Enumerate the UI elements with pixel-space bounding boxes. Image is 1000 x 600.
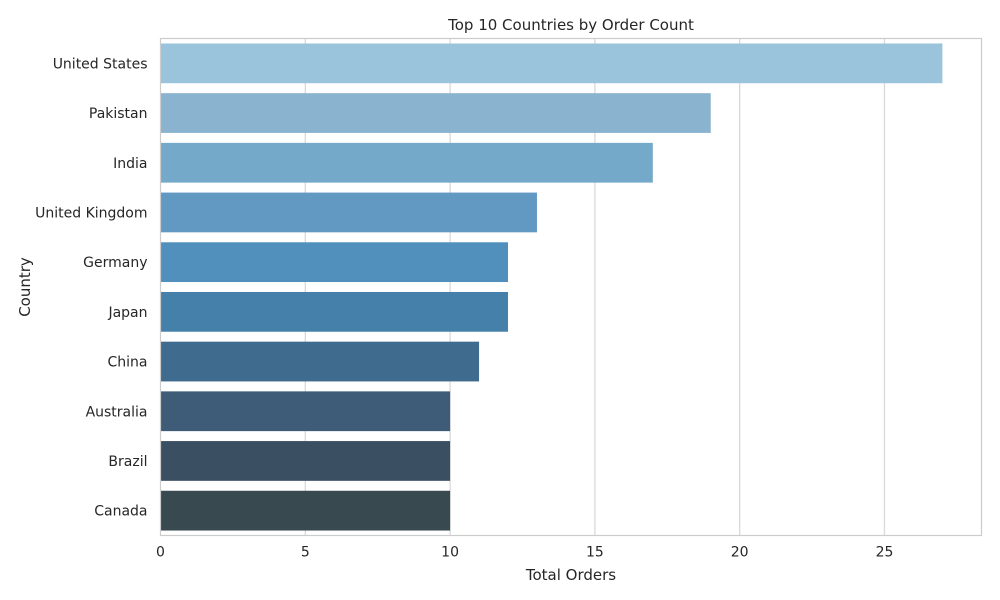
x-tick-label: 5 <box>301 545 310 561</box>
y-tick-label: Japan <box>107 305 147 321</box>
y-axis-label: Country <box>16 257 34 317</box>
y-tick-label: United Kingdom <box>35 205 147 221</box>
bar <box>160 291 509 332</box>
y-tick-label: India <box>113 156 147 172</box>
x-axis-label: Total Orders <box>525 566 616 584</box>
x-tick-label: 20 <box>731 545 749 561</box>
y-tick-label: Brazil <box>108 454 147 470</box>
x-tick-label: 25 <box>876 545 894 561</box>
chart-title: Top 10 Countries by Order Count <box>447 16 694 34</box>
x-tick-label: 10 <box>441 545 459 561</box>
bar <box>160 242 509 283</box>
bar <box>160 341 480 382</box>
y-tick-label: Pakistan <box>89 106 148 122</box>
bar <box>160 490 451 531</box>
bar <box>160 142 653 183</box>
bar <box>160 441 451 481</box>
y-tick-labels: United States Pakistan India United Kingdom… <box>35 56 147 519</box>
bar <box>160 93 711 133</box>
y-tick-label: Germany <box>83 255 147 271</box>
bar <box>160 43 943 84</box>
bars <box>160 43 943 531</box>
bar <box>160 192 537 233</box>
x-tick-label: 15 <box>586 545 604 561</box>
y-tick-label: Australia <box>86 404 148 420</box>
bar <box>160 391 451 432</box>
y-tick-label: United States <box>53 56 148 72</box>
plot-frame <box>159 37 983 537</box>
y-tick-label: China <box>108 355 148 371</box>
y-tick-label: Canada <box>94 504 147 520</box>
x-tick-label: 0 <box>156 545 165 561</box>
x-tick-labels: 0 5 10 15 20 25 <box>156 545 893 561</box>
